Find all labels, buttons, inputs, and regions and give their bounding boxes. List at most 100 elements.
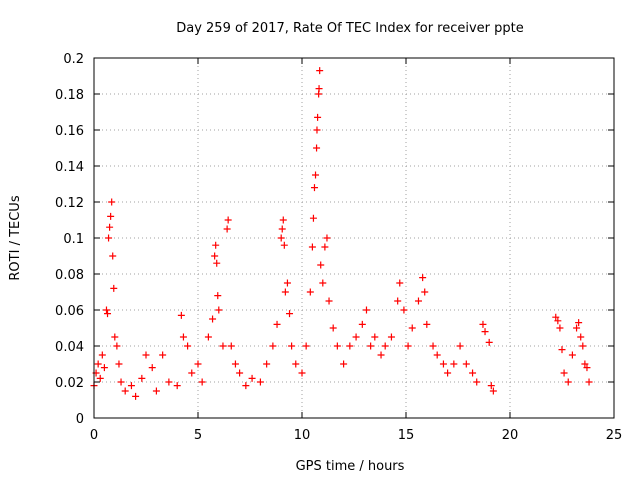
y-tick-label: 0.16 xyxy=(55,124,84,139)
data-point xyxy=(302,342,310,350)
data-point xyxy=(269,342,277,350)
data-point xyxy=(479,320,487,328)
data-point xyxy=(414,297,422,305)
data-point xyxy=(277,234,285,242)
chart-title: Day 259 of 2017, Rate Of TEC Index for r… xyxy=(176,21,524,36)
data-point xyxy=(325,297,333,305)
y-axis-label: ROTI / TECUs xyxy=(8,195,23,280)
data-point xyxy=(469,369,477,377)
data-point xyxy=(310,184,318,192)
data-point xyxy=(224,216,232,224)
data-point xyxy=(121,387,129,395)
data-point xyxy=(313,144,321,152)
y-tick-label: 0.18 xyxy=(55,88,84,103)
data-point xyxy=(278,225,286,233)
data-point xyxy=(433,351,441,359)
data-point xyxy=(204,333,212,341)
y-tick-label: 0.14 xyxy=(55,160,84,175)
data-point xyxy=(292,360,300,368)
data-point xyxy=(298,369,306,377)
data-point xyxy=(219,342,227,350)
data-point xyxy=(394,297,402,305)
data-point xyxy=(487,382,495,390)
data-point xyxy=(316,67,324,75)
data-point xyxy=(179,333,187,341)
data-point xyxy=(314,113,322,121)
x-tick-label: 10 xyxy=(294,428,311,443)
y-tick-label: 0.08 xyxy=(55,268,84,283)
data-point xyxy=(256,378,264,386)
data-point xyxy=(462,360,470,368)
y-tick-label: 0.04 xyxy=(55,340,84,355)
data-point xyxy=(242,382,250,390)
data-point xyxy=(113,342,121,350)
data-point xyxy=(381,342,389,350)
data-point xyxy=(231,360,239,368)
data-point xyxy=(105,234,113,242)
data-point xyxy=(110,284,118,292)
data-point xyxy=(184,342,192,350)
data-point xyxy=(111,333,119,341)
data-point xyxy=(560,369,568,377)
data-point xyxy=(329,324,337,332)
data-point xyxy=(358,320,366,328)
data-point xyxy=(98,351,106,359)
data-point xyxy=(188,369,196,377)
data-point xyxy=(106,223,114,231)
data-point xyxy=(309,214,317,222)
y-tick-label: 0.12 xyxy=(55,196,84,211)
data-point xyxy=(313,126,321,134)
data-point xyxy=(223,225,231,233)
data-point xyxy=(127,382,135,390)
x-tick-label: 20 xyxy=(502,428,519,443)
data-point xyxy=(362,306,370,314)
data-point xyxy=(333,342,341,350)
data-point xyxy=(236,369,244,377)
data-point xyxy=(577,333,585,341)
data-point xyxy=(473,378,481,386)
data-point xyxy=(104,310,112,318)
x-tick-label: 15 xyxy=(398,428,415,443)
data-point xyxy=(346,342,354,350)
data-point xyxy=(279,216,287,224)
data-point xyxy=(439,360,447,368)
data-point xyxy=(554,317,562,325)
data-point xyxy=(585,378,593,386)
data-point xyxy=(102,306,110,314)
data-point xyxy=(552,313,560,321)
data-point xyxy=(227,342,235,350)
data-point xyxy=(159,351,167,359)
data-point xyxy=(312,171,320,179)
axis-ticks: 0 0.02 0.04 0.06 0.08 0.1 0.12 0.14 0.16 0.18 0.2 0… xyxy=(55,52,622,443)
data-point xyxy=(117,378,125,386)
data-point xyxy=(280,241,288,249)
data-point xyxy=(367,342,375,350)
data-point xyxy=(481,328,489,336)
data-point xyxy=(109,252,117,260)
data-point xyxy=(573,324,581,332)
data-point xyxy=(212,241,220,249)
data-point xyxy=(100,364,108,372)
data-point xyxy=(283,279,291,287)
data-point xyxy=(308,243,316,251)
data-point xyxy=(209,315,217,323)
data-point xyxy=(317,261,325,269)
data-point xyxy=(132,392,140,400)
y-tick-label: 0.06 xyxy=(55,304,84,319)
data-point xyxy=(377,351,385,359)
data-point xyxy=(456,342,464,350)
data-point xyxy=(148,364,156,372)
data-point xyxy=(579,342,587,350)
data-point xyxy=(352,333,360,341)
data-point xyxy=(263,360,271,368)
data-point xyxy=(198,378,206,386)
data-point xyxy=(450,360,458,368)
data-point xyxy=(564,378,572,386)
x-tick-label: 25 xyxy=(606,428,623,443)
data-point xyxy=(306,288,314,296)
x-tick-label: 0 xyxy=(90,428,98,443)
data-point xyxy=(152,387,160,395)
data-point xyxy=(419,274,427,282)
data-point xyxy=(211,252,219,260)
data-point xyxy=(108,198,116,206)
